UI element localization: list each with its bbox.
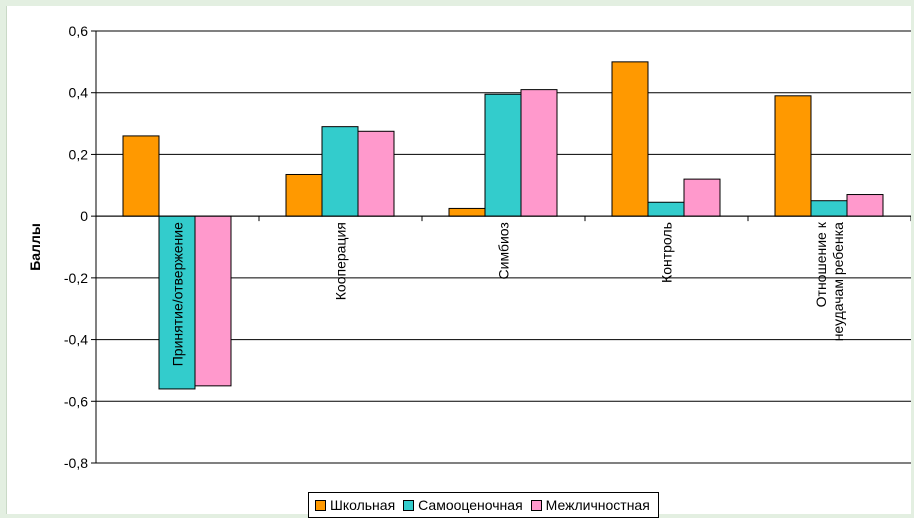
legend-item-1: Школьная	[315, 497, 395, 513]
y-tick-label: 0	[80, 208, 88, 224]
legend-item-2: Самооценочная	[403, 497, 523, 513]
chart-frame: -0,8 -0,6 -0,4 -0,2 0 0,2 0,4 0,6 Баллы Принятие/…	[6, 6, 911, 518]
bar-3-4	[683, 178, 721, 217]
bar-2-5	[810, 200, 848, 217]
category-label-1: Принятие/отвержение	[170, 222, 186, 366]
bar-3-1	[194, 215, 232, 387]
bar-2-2	[321, 126, 359, 217]
legend-item-3: Межличностная	[530, 497, 650, 513]
y-axis-label: Баллы	[27, 223, 43, 271]
legend-label: Школьная	[330, 497, 396, 513]
bar-1-2	[285, 173, 323, 217]
bar-2-4	[647, 201, 685, 217]
bar-3-3	[520, 89, 558, 217]
legend-swatch	[403, 499, 415, 511]
legend-swatch	[315, 499, 326, 511]
legend-label: Межличностная	[545, 497, 650, 513]
y-tick-label: -0,6	[64, 393, 88, 409]
category-label-2: Кооперация	[333, 222, 349, 300]
y-tick-label: -0,8	[64, 455, 88, 471]
category-label-4: Контроль	[659, 222, 675, 283]
y-tick-label: -0,4	[64, 332, 88, 348]
bar-2-1	[158, 215, 196, 390]
bar-2-3	[484, 93, 522, 217]
legend-label: Самооценочная	[418, 497, 523, 513]
bar-1-5	[774, 95, 812, 217]
bar-3-2	[357, 130, 395, 217]
category-label-5: Отношение к	[813, 221, 829, 307]
bar-1-1	[122, 135, 160, 217]
legend: Школьная Самооценочная Межличностная	[308, 492, 659, 518]
y-tick-label: -0,2	[64, 270, 88, 286]
bar-3-5	[846, 194, 884, 217]
category-label-3: Симбиоз	[496, 222, 512, 279]
category-label-5: неудачам ребенка	[830, 222, 846, 341]
bar-1-4	[611, 61, 649, 217]
y-tick-label: 0,2	[69, 146, 89, 162]
y-tick-label: 0,4	[69, 85, 89, 101]
y-tick-label: 0,6	[69, 23, 89, 39]
legend-swatch	[530, 499, 542, 511]
bar-1-3	[448, 207, 486, 217]
bar-chart: -0,8 -0,6 -0,4 -0,2 0 0,2 0,4 0,6 Баллы Принятие/…	[27, 23, 911, 471]
